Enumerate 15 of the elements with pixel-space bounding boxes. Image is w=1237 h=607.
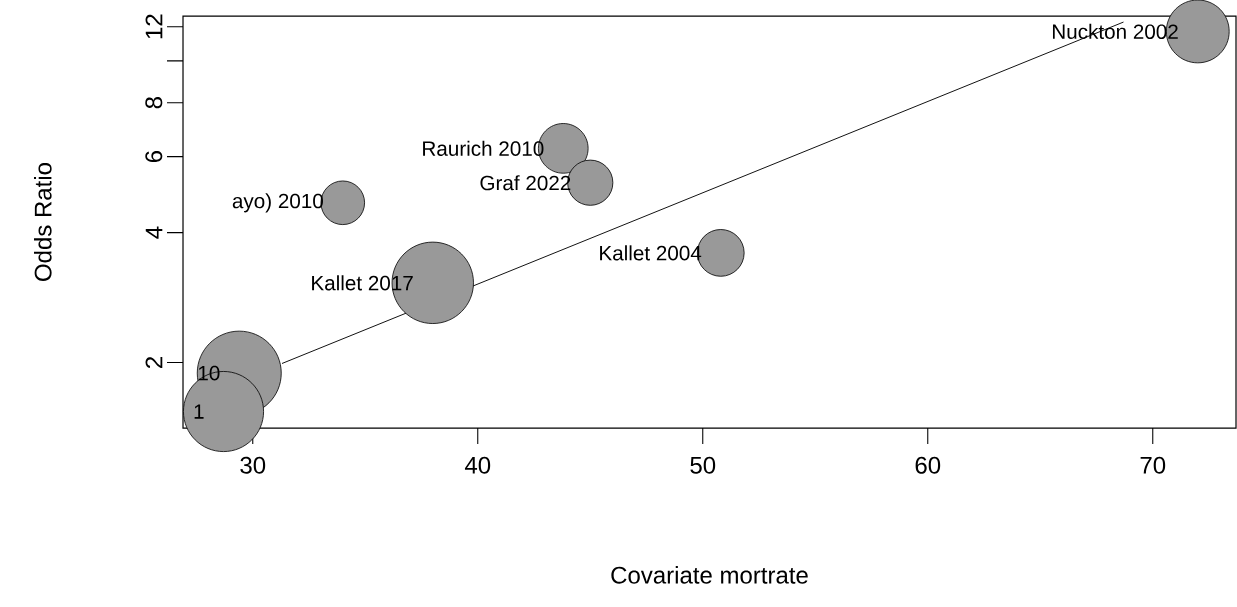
x-tick-label: 30 (240, 456, 266, 474)
y-tick-label: 12 (145, 14, 163, 39)
annotation: Kallet 2004 (600, 245, 702, 261)
x-tick-label: 70 (1140, 456, 1166, 474)
x-tick-label: 40 (464, 456, 491, 474)
annotation: 10 (198, 365, 220, 381)
y-tick-label: 6 (145, 150, 163, 163)
annotation: 1 (194, 404, 204, 419)
x-tick-label: 50 (690, 456, 716, 474)
y-tick-label: 8 (145, 97, 163, 109)
x-axis-title: Covariate mortrate (611, 566, 808, 584)
y-tick-label: 4 (145, 226, 163, 239)
x-tick-label: 60 (915, 456, 941, 474)
y-axis-title: Odds Ratio (34, 163, 52, 281)
y-tick-label: 2 (145, 357, 163, 368)
